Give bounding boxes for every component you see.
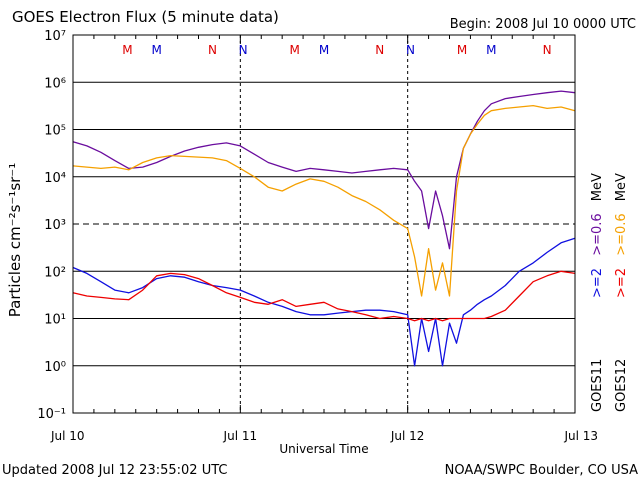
orbit-marker: M <box>457 43 467 57</box>
orbit-marker: N <box>543 43 552 57</box>
orbit-marker: N <box>406 43 415 57</box>
x-tick-label: Jul 10 <box>50 429 85 443</box>
right-legend: GOES11 >=2 >=0.6 MeV GOES12 >=2 >=0.6 Me… <box>590 173 629 412</box>
legend-e06-goes12: >=0.6 <box>614 213 629 255</box>
x-tick-label: Jul 11 <box>223 429 258 443</box>
y-tick-label: 10⁰ <box>44 360 66 375</box>
orbit-marker: N <box>375 43 384 57</box>
svg-text:GOES12 >=2 >=0.6: GOES12 >=2 >=0.6 MeV <box>614 173 629 412</box>
legend-satellite-goes12: GOES12 <box>614 359 629 412</box>
y-tick-label: 10² <box>44 265 66 280</box>
begin-label: Begin: 2008 Jul 10 0000 UTC <box>450 17 636 32</box>
series-line <box>72 270 576 322</box>
legend-mev-goes12: MeV <box>614 173 629 201</box>
y-tick-label: 10⁵ <box>44 124 66 139</box>
orbit-marker: N <box>239 43 248 57</box>
legend-satellite-goes11: GOES11 <box>590 359 605 412</box>
orbit-marker: M <box>319 43 329 57</box>
orbit-marker: M <box>122 43 132 57</box>
x-tick-label: Jul 13 <box>563 429 598 443</box>
y-tick-label: 10¹ <box>44 313 66 328</box>
y-tick-label: 10⁶ <box>44 76 66 91</box>
chart-title: GOES Electron Flux (5 minute data) <box>12 8 279 26</box>
svg-text:GOES11 >=2 >=0.6: GOES11 >=2 >=0.6 MeV <box>590 173 605 412</box>
orbit-marker: M <box>290 43 300 57</box>
updated-timestamp: Updated 2008 Jul 12 23:55:02 UTC <box>2 463 227 478</box>
legend-mev-goes11: MeV <box>590 173 605 201</box>
orbit-marker: M <box>486 43 496 57</box>
y-tick-label: 10⁷ <box>44 29 66 44</box>
credit-text: NOAA/SWPC Boulder, CO USA <box>445 463 638 478</box>
legend-e2-goes12: >=2 <box>614 268 629 298</box>
legend-e2-goes11: >=2 <box>590 268 605 298</box>
x-tick-label: Jul 12 <box>390 429 425 443</box>
y-axis-label: Particles cm⁻²s⁻¹sr⁻¹ <box>6 163 24 317</box>
y-tick-label: 10³ <box>44 218 66 233</box>
y-tick-label: 10⁴ <box>44 171 66 186</box>
y-tick-label: 10⁻¹ <box>37 407 66 422</box>
orbit-marker: M <box>151 43 161 57</box>
series-line <box>72 90 576 250</box>
series-line <box>72 104 576 297</box>
series-line <box>72 237 576 367</box>
legend-e06-goes11: >=0.6 <box>590 213 605 255</box>
x-axis-label: Universal Time <box>279 442 368 456</box>
orbit-marker: N <box>208 43 217 57</box>
